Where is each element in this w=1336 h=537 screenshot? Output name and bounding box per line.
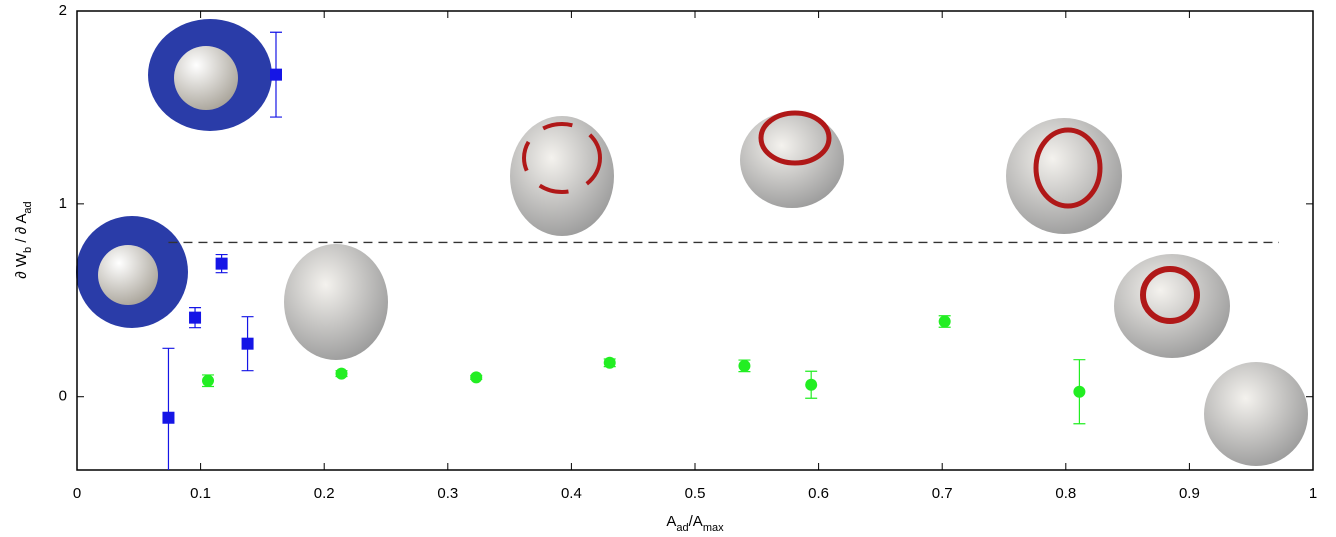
inset-cell — [1204, 362, 1308, 466]
marker — [241, 337, 254, 350]
y-axis-label-part: ∂ W — [13, 252, 30, 279]
marker — [1073, 385, 1086, 398]
x-tick-label: 1 — [1309, 485, 1317, 502]
y-axis-label-part: / ∂ A — [13, 214, 30, 247]
inset-cell — [510, 116, 614, 236]
marker — [470, 371, 483, 384]
y-tick-label: 0 — [59, 388, 67, 405]
x-tick-label: 0.2 — [314, 485, 335, 502]
inset-images — [76, 19, 1308, 466]
x-axis-label-sub: max — [703, 522, 724, 534]
inset-bead — [98, 245, 158, 305]
inset-cell — [284, 244, 388, 360]
x-axis-label: Aad/Amax — [666, 513, 724, 534]
marker — [269, 68, 282, 81]
x-tick-label: 0.8 — [1055, 485, 1076, 502]
x-tick-label: 0 — [73, 485, 81, 502]
x-axis-label-part: A — [666, 513, 676, 530]
x-tick-label: 0.4 — [561, 485, 582, 502]
y-axis-label: ∂ Wb / ∂ Aad — [13, 201, 34, 278]
marker — [202, 374, 215, 387]
x-axis-label-sub: ad — [676, 522, 688, 534]
marker — [603, 356, 616, 369]
inset-cell — [740, 112, 844, 208]
marker — [215, 257, 228, 270]
x-axis-label-part: /A — [689, 513, 703, 530]
inset-cell — [1006, 118, 1122, 234]
marker — [738, 359, 751, 372]
y-axis-label-sub: ad — [22, 201, 34, 213]
inset-ring — [758, 110, 832, 166]
inset-ring — [522, 122, 602, 194]
inset-ring — [1033, 127, 1103, 209]
x-tick-label: 0.5 — [685, 485, 706, 502]
x-tick-label: 0.3 — [437, 485, 458, 502]
y-axis-label-sub: b — [22, 247, 34, 253]
marker — [189, 311, 202, 324]
inset-ring — [1140, 266, 1200, 324]
x-tick-label: 0.9 — [1179, 485, 1200, 502]
marker — [805, 378, 818, 391]
error-bar — [162, 347, 175, 470]
x-tick-label: 0.1 — [190, 485, 211, 502]
inset-cell — [1114, 254, 1230, 358]
marker — [335, 367, 348, 380]
marker — [162, 411, 175, 424]
x-tick-label: 0.7 — [932, 485, 953, 502]
marker — [938, 315, 951, 328]
y-tick-label: 1 — [59, 195, 67, 212]
x-tick-label: 0.6 — [808, 485, 829, 502]
y-tick-label: 2 — [59, 2, 67, 19]
inset-bead — [174, 46, 238, 110]
